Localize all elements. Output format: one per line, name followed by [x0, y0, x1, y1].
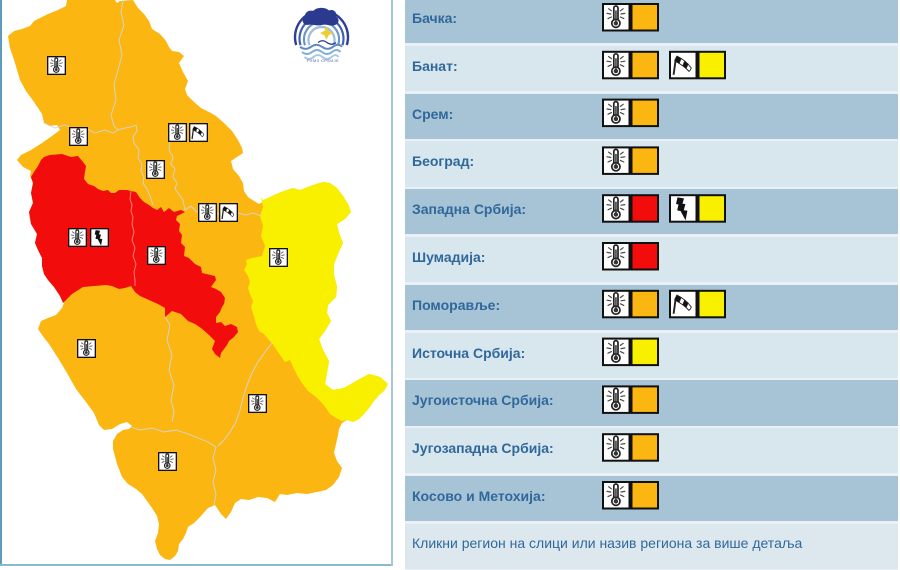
svg-text:РХМЗ СРБИЈЕ: РХМЗ СРБИЈЕ — [307, 58, 339, 63]
